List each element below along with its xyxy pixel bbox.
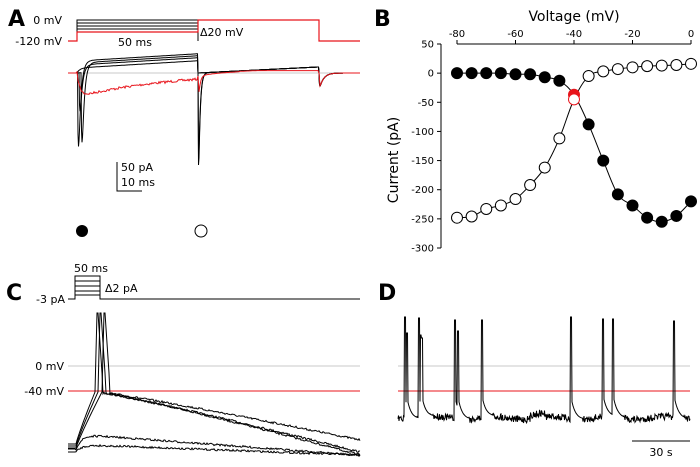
membrane-potential-trace (397, 316, 691, 425)
current-traces (68, 53, 360, 166)
x-tick-label: 0 (688, 29, 694, 40)
x-tick-label: -80 (449, 29, 465, 40)
y-tick-label: -100 (411, 127, 434, 138)
open-point (480, 202, 493, 215)
filled-point (480, 67, 493, 80)
open-point (553, 132, 566, 145)
fit-line-open-circle (456, 63, 692, 219)
current-trace-1 (68, 53, 360, 147)
filled-point (611, 188, 624, 201)
scale-x-label-d: 30 s (649, 446, 672, 459)
current-trace-4 (68, 60, 360, 166)
filled-point (524, 68, 537, 81)
open-point (494, 199, 507, 212)
open-point (597, 65, 610, 78)
y-tick-label: -200 (411, 185, 434, 196)
panel-d: D 30 s (378, 281, 691, 459)
current-trace-highlight (68, 70, 360, 96)
voltage-traces (68, 312, 361, 457)
filled-point (553, 74, 566, 87)
step-duration-label-c: 50 ms (74, 262, 108, 275)
scale-y-label-a: 50 pA (121, 161, 153, 174)
panel-label-d: D (378, 281, 396, 306)
x-tick-label: -20 (624, 29, 640, 40)
voltage-trace-3 (68, 312, 361, 456)
fit-lines (456, 63, 692, 223)
current-trace-2 (68, 55, 360, 143)
spontaneous-firing-trace (397, 316, 691, 425)
filled-point (494, 67, 507, 80)
open-point (685, 57, 697, 70)
y-tick-label: -150 (411, 156, 434, 167)
filled-point (509, 68, 522, 81)
voltage-trace-1 (68, 312, 361, 453)
protocol-red-step (68, 19, 360, 42)
y-tick-label: -300 (411, 244, 434, 255)
y-tick-label: -250 (411, 214, 434, 225)
y-tick-label: 0 (428, 69, 434, 80)
open-point (626, 61, 639, 74)
data-points (451, 57, 697, 228)
x-tick-label: -60 (507, 29, 523, 40)
y-tick-label: -50 (418, 98, 434, 109)
panel-label-c: C (6, 281, 22, 306)
filled-point (641, 211, 654, 224)
current-protocol (68, 275, 360, 300)
filled-point (670, 209, 683, 222)
open-point (451, 211, 463, 224)
open-point (611, 63, 624, 76)
y-tick-label: 50 (421, 40, 434, 51)
step-duration-label: 50 ms (118, 36, 152, 49)
filled-point (597, 154, 610, 167)
filled-point (538, 71, 551, 84)
voltage-trace-5 (68, 443, 361, 457)
panel-label-b: B (374, 7, 391, 32)
open-point (538, 161, 551, 174)
scale-bar-a (116, 162, 142, 192)
open-point (641, 60, 654, 73)
open-point (655, 59, 668, 72)
panel-label-a: A (8, 7, 25, 32)
panel-a: A 0 mV -120 mV 50 ms Δ20 mV 50 pA 10 ms (8, 7, 360, 238)
filled-circle-marker (76, 225, 88, 237)
scale-x-label-a: 10 ms (121, 176, 155, 189)
open-point (465, 210, 478, 223)
zero-mv-label: 0 mV (35, 360, 64, 373)
y-axis-title: Current (pA) (386, 117, 402, 203)
minus-40mv-label: -40 mV (24, 385, 64, 398)
step-increment-label-c: Δ2 pA (105, 282, 138, 295)
filled-point (655, 215, 668, 228)
holding-current-label: -3 pA (36, 293, 65, 306)
open-circle-marker (194, 224, 208, 238)
protocol-outline (68, 275, 360, 300)
panel-b: B Voltage (mV) Current (pA) -80 -60 -40 -20… (374, 7, 697, 255)
filled-point (451, 67, 463, 80)
filled-point (685, 195, 697, 208)
holding-0mv-label: 0 mV (33, 14, 62, 27)
open-point (568, 93, 580, 106)
open-point (670, 58, 683, 71)
holding-120mv-label: -120 mV (15, 35, 62, 48)
filled-point (626, 199, 639, 212)
step-increment-label: Δ20 mV (200, 26, 244, 39)
x-axis-title: Voltage (mV) (528, 9, 619, 25)
filled-point (465, 67, 478, 80)
voltage-protocol (68, 19, 360, 42)
x-tick-label: -40 (566, 29, 582, 40)
open-point (524, 179, 537, 192)
open-point (509, 193, 522, 206)
panel-c: C 50 ms Δ2 pA -3 pA 0 mV -40 mV (6, 262, 361, 457)
voltage-trace-4 (68, 434, 361, 457)
voltage-trace-2 (68, 312, 361, 447)
filled-point (582, 118, 595, 131)
open-point (582, 70, 595, 83)
